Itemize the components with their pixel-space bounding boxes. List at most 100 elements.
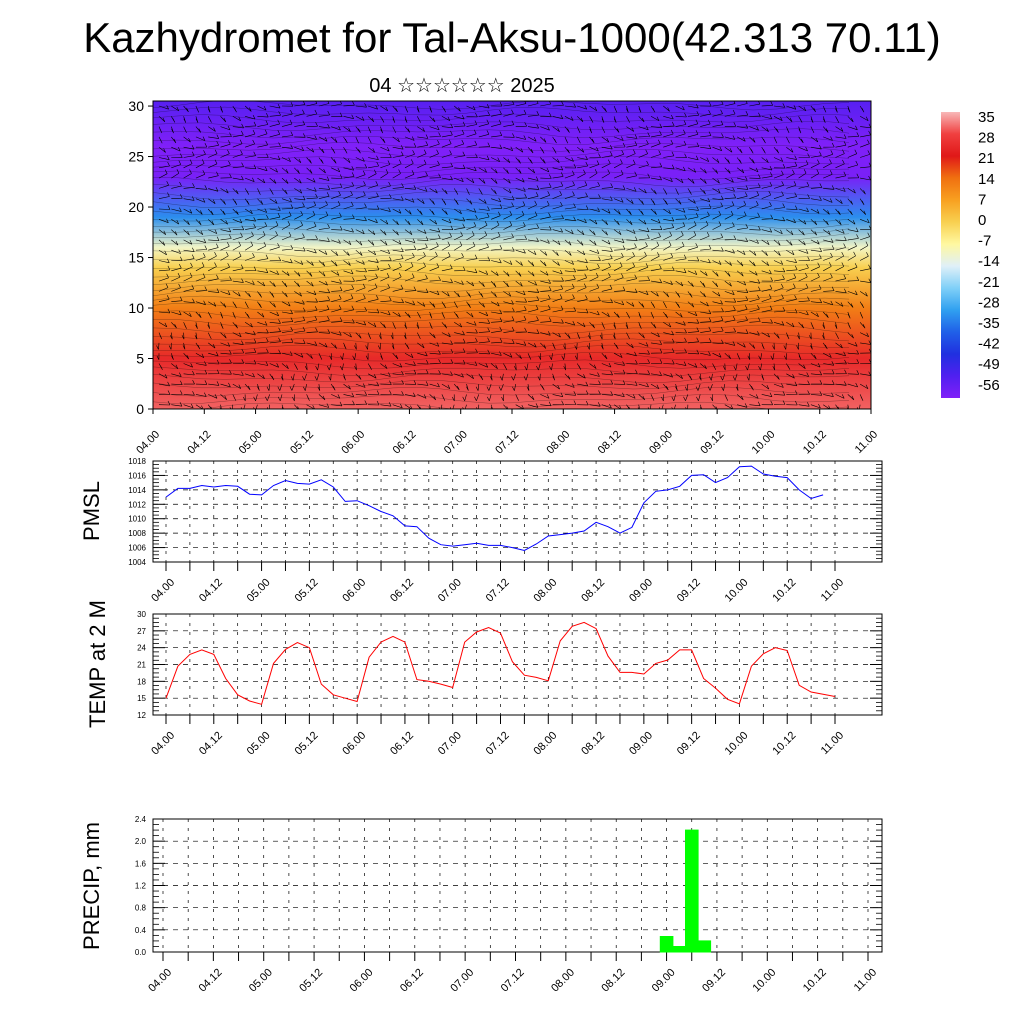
wind-barb bbox=[183, 208, 193, 214]
wind-barb bbox=[318, 280, 328, 286]
wind-barb bbox=[601, 183, 613, 189]
x-tick-label: 04.00 bbox=[149, 577, 177, 605]
wind-barb bbox=[601, 144, 613, 150]
wind-barb bbox=[355, 275, 367, 282]
wind-barb bbox=[232, 332, 242, 338]
wind-barb bbox=[661, 394, 664, 402]
wind-barb bbox=[712, 307, 724, 313]
wind-barb bbox=[318, 200, 328, 210]
wind-barb bbox=[835, 394, 845, 399]
wind-barb bbox=[208, 288, 220, 293]
wind-barb bbox=[658, 404, 664, 409]
wind-barb bbox=[380, 283, 390, 292]
wind-barb bbox=[515, 315, 527, 323]
wind-barb bbox=[675, 268, 687, 274]
wind-barb bbox=[367, 283, 378, 292]
wind-barb bbox=[207, 208, 214, 216]
wind-barb bbox=[417, 251, 426, 261]
wind-barb bbox=[294, 291, 302, 297]
wind-barb bbox=[416, 105, 420, 113]
wind-barb bbox=[368, 308, 380, 314]
wind-barb bbox=[810, 391, 823, 396]
y-tick-label: 1006 bbox=[128, 544, 146, 553]
wind-barb bbox=[527, 192, 539, 199]
wind-barb bbox=[294, 260, 304, 265]
wind-barb bbox=[183, 352, 190, 360]
wind-barb bbox=[244, 177, 255, 182]
wind-barb bbox=[404, 238, 416, 243]
wind-barb bbox=[761, 332, 770, 338]
wind-barb bbox=[564, 267, 576, 273]
wind-barb bbox=[810, 262, 820, 272]
wind-barb bbox=[220, 132, 232, 138]
wind-barb bbox=[736, 260, 744, 267]
wind-barb bbox=[183, 370, 195, 376]
x-tick-label: 07.00 bbox=[436, 577, 464, 605]
wind-barb bbox=[614, 142, 626, 148]
wind-barb bbox=[318, 329, 331, 334]
wind-barb bbox=[158, 390, 171, 395]
wind-barb bbox=[195, 229, 204, 235]
wind-barb bbox=[380, 296, 392, 302]
wind-barb bbox=[574, 353, 578, 360]
wind-barb bbox=[294, 157, 302, 164]
wind-barb bbox=[404, 300, 415, 306]
wind-barb bbox=[257, 177, 266, 184]
wind-barb bbox=[232, 208, 239, 215]
wind-barb bbox=[490, 157, 500, 162]
wind-barb bbox=[823, 286, 835, 292]
wind-barb bbox=[183, 126, 187, 134]
wind-barb bbox=[552, 201, 563, 210]
wind-barb bbox=[343, 166, 355, 171]
wind-barb bbox=[269, 349, 281, 355]
wind-barb bbox=[613, 352, 623, 358]
wind-barb bbox=[540, 331, 551, 336]
contour-line bbox=[153, 338, 850, 348]
wind-barb bbox=[331, 270, 340, 276]
wind-barb bbox=[589, 363, 597, 369]
wind-barb bbox=[822, 322, 825, 329]
wind-barb bbox=[527, 270, 535, 277]
wind-barb bbox=[638, 173, 650, 179]
wind-barb bbox=[392, 284, 404, 292]
wind-barb bbox=[171, 256, 183, 261]
wind-barb bbox=[392, 136, 400, 143]
wind-barb bbox=[343, 383, 351, 390]
wind-barb bbox=[761, 284, 773, 292]
wind-barb bbox=[823, 392, 834, 397]
wind-barb bbox=[810, 298, 822, 304]
wind-barb bbox=[784, 353, 787, 360]
wind-barb bbox=[540, 342, 547, 349]
wind-barb bbox=[589, 194, 601, 199]
wind-barb bbox=[847, 149, 858, 158]
wind-barb bbox=[306, 210, 316, 220]
wind-barb bbox=[671, 394, 676, 402]
wind-barb bbox=[195, 245, 208, 251]
wind-barb bbox=[758, 363, 762, 371]
wind-barb bbox=[749, 136, 756, 143]
wind-barb bbox=[663, 114, 674, 120]
wind-barb bbox=[331, 305, 342, 313]
wind-barb bbox=[577, 146, 585, 153]
wind-barb bbox=[478, 221, 488, 230]
wind-barb bbox=[564, 320, 576, 326]
wind-barb bbox=[380, 181, 391, 189]
wind-barb bbox=[331, 249, 339, 256]
wind-barb bbox=[269, 373, 275, 381]
y-tick-label: 24 bbox=[137, 644, 146, 653]
wind-barb bbox=[809, 332, 812, 340]
wind-barb bbox=[220, 290, 231, 295]
wind-barb bbox=[454, 223, 465, 230]
wind-barb bbox=[294, 300, 305, 305]
wind-barb bbox=[269, 291, 275, 298]
wind-barb bbox=[835, 126, 844, 132]
wind-barb bbox=[601, 208, 611, 214]
wind-barb bbox=[749, 305, 760, 313]
wind-barb bbox=[318, 192, 330, 199]
wind-barb bbox=[355, 163, 368, 169]
wind-barb bbox=[536, 363, 541, 371]
wind-barb bbox=[847, 173, 860, 179]
wind-barb bbox=[772, 363, 776, 371]
wind-barb bbox=[663, 223, 675, 230]
wind-barb bbox=[318, 342, 328, 348]
